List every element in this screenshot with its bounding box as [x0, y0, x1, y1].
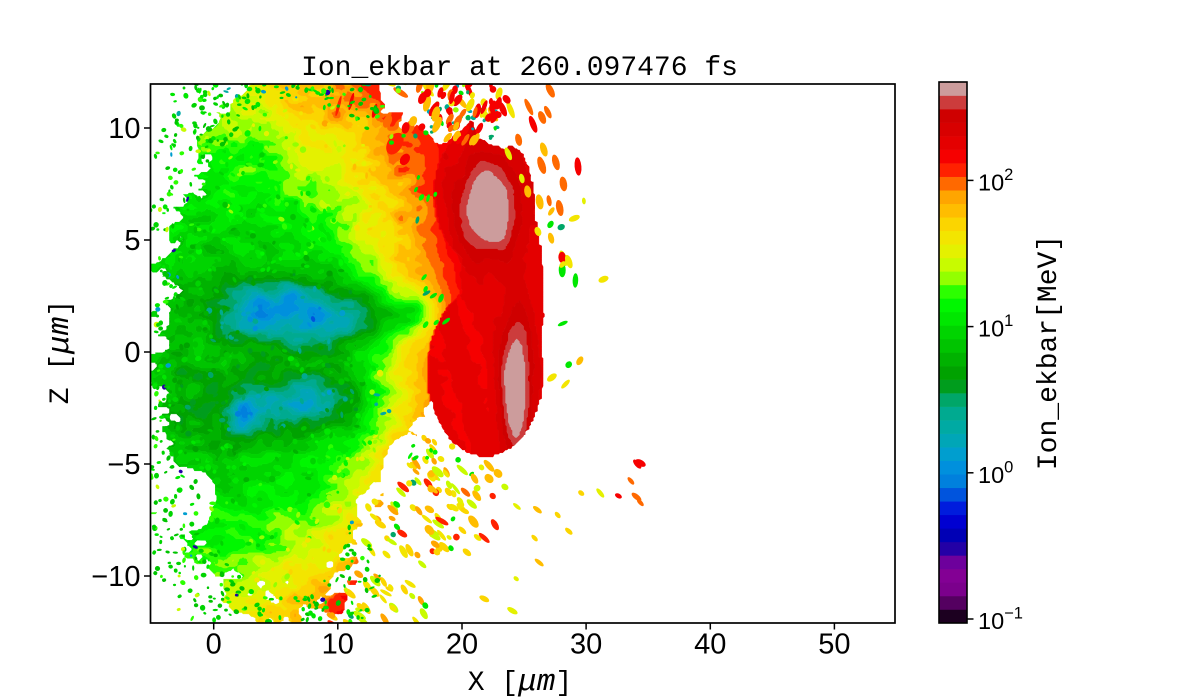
svg-text:X [μm]: X [μm] [468, 665, 572, 700]
svg-text:−10: −10 [91, 561, 140, 593]
svg-text:40: 40 [694, 629, 726, 661]
svg-text:0: 0 [124, 337, 140, 369]
svg-text:10−1: 10−1 [978, 605, 1023, 635]
svg-text:Z [μm]: Z [μm] [43, 300, 78, 404]
svg-text:Ion_ekbar[MeV]: Ion_ekbar[MeV] [1034, 235, 1065, 470]
svg-text:50: 50 [818, 629, 850, 661]
svg-text:−5: −5 [107, 449, 140, 481]
svg-text:10: 10 [322, 629, 354, 661]
svg-text:0: 0 [206, 629, 222, 661]
svg-text:10: 10 [108, 113, 140, 145]
svg-text:20: 20 [446, 629, 478, 661]
svg-text:30: 30 [570, 629, 602, 661]
svg-text:5: 5 [124, 225, 140, 257]
svg-text:Ion_ekbar at 260.097476 fs: Ion_ekbar at 260.097476 fs [301, 53, 738, 84]
